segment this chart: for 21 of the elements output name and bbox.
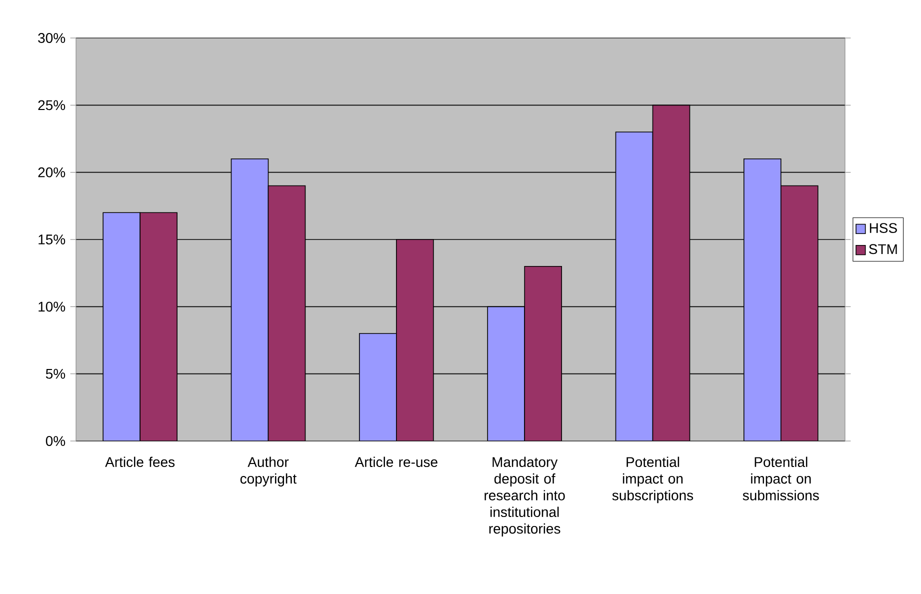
y-tick-label: 30%: [38, 33, 66, 43]
x-tick-label: Potential impact on subscriptions: [612, 456, 694, 504]
y-tick-label: 10%: [38, 302, 66, 312]
legend-label: STM: [869, 244, 897, 254]
y-tick-label: 25%: [38, 100, 66, 110]
legend-label: HSS: [870, 223, 897, 233]
y-tick-label: 15%: [38, 234, 66, 244]
y-tick-label: 5%: [46, 368, 66, 379]
x-tick-label: Potential impact on submissions: [742, 456, 819, 500]
x-tick-label: Mandatory deposit of research into institutional repositories: [484, 456, 565, 536]
x-tick-label: Author copyright: [240, 456, 297, 486]
bar: [359, 333, 397, 442]
bar: [230, 158, 269, 442]
x-tick-label: Article fees: [105, 456, 175, 468]
x-tick-label: Article re-use: [354, 456, 438, 468]
bar: [102, 212, 140, 442]
y-tick-label: 0%: [46, 436, 66, 446]
bar: [487, 306, 525, 442]
bar: [615, 132, 654, 442]
y-tick-label: 20%: [38, 167, 66, 178]
bar: [744, 158, 782, 442]
